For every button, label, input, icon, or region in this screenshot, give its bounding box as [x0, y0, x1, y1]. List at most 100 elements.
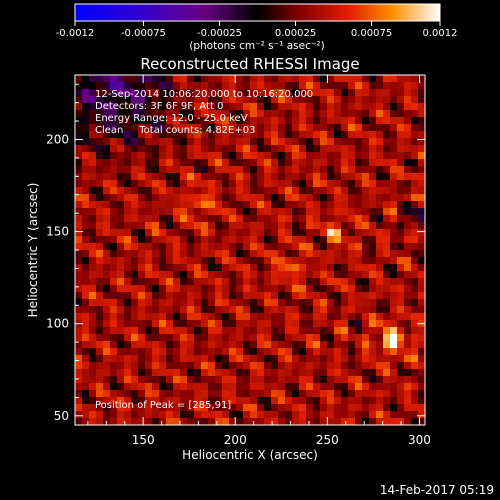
heatmap-cell	[236, 208, 244, 216]
heatmap-cell	[299, 138, 307, 146]
heatmap-cell	[236, 278, 244, 286]
heatmap-cell	[236, 411, 244, 419]
heatmap-cell	[166, 187, 174, 195]
heatmap-cell	[383, 166, 391, 174]
heatmap-cell	[124, 271, 132, 279]
heatmap-cell	[355, 348, 363, 356]
heatmap-cell	[82, 320, 90, 328]
heatmap-cell	[117, 355, 125, 363]
heatmap-cell	[103, 194, 111, 202]
heatmap-cell	[327, 355, 335, 363]
heatmap-cell	[243, 299, 251, 307]
heatmap-cell	[404, 313, 412, 321]
heatmap-cell	[362, 75, 370, 83]
heatmap-cell	[369, 320, 377, 328]
heatmap-cell	[201, 383, 209, 391]
heatmap-cell	[89, 306, 97, 314]
heatmap-cell	[271, 404, 279, 412]
heatmap-cell	[313, 117, 321, 125]
heatmap-cell	[250, 229, 258, 237]
heatmap-cell	[131, 299, 139, 307]
heatmap-cell	[348, 341, 356, 349]
heatmap-cell	[278, 278, 286, 286]
heatmap-cell	[152, 103, 160, 111]
heatmap-cell	[334, 173, 342, 181]
heatmap-cell	[89, 110, 97, 118]
heatmap-cell	[334, 397, 342, 405]
heatmap-cell	[75, 334, 83, 342]
heatmap-cell	[383, 89, 391, 97]
heatmap-cell	[264, 264, 272, 272]
heatmap-cell	[166, 397, 174, 405]
heatmap-cell	[376, 250, 384, 258]
heatmap-cell	[110, 250, 118, 258]
heatmap-cell	[117, 89, 125, 97]
heatmap-cell	[355, 103, 363, 111]
heatmap-cell	[166, 131, 174, 139]
heatmap-cell	[208, 299, 216, 307]
heatmap-cell	[145, 145, 153, 153]
heatmap-cell	[215, 124, 223, 132]
heatmap-cell	[397, 187, 405, 195]
heatmap-cell	[243, 411, 251, 419]
heatmap-cell	[285, 271, 293, 279]
heatmap-cell	[82, 89, 90, 97]
heatmap-cell	[271, 271, 279, 279]
heatmap-cell	[215, 215, 223, 223]
heatmap-cell	[271, 208, 279, 216]
heatmap-cell	[362, 215, 370, 223]
heatmap-cell	[208, 369, 216, 377]
heatmap-cell	[180, 159, 188, 167]
heatmap-cell	[411, 383, 419, 391]
heatmap-cell	[166, 306, 174, 314]
heatmap-cell	[334, 327, 342, 335]
heatmap-cell	[327, 369, 335, 377]
heatmap-cell	[96, 418, 104, 425]
heatmap-cell	[103, 243, 111, 251]
heatmap-cell	[397, 131, 405, 139]
heatmap-cell	[124, 117, 132, 125]
heatmap-cell	[152, 355, 160, 363]
heatmap-cell	[355, 411, 363, 419]
heatmap-cell	[173, 418, 181, 425]
heatmap-cell	[341, 313, 349, 321]
heatmap-cell	[257, 306, 265, 314]
heatmap-cell	[117, 208, 125, 216]
heatmap-cell	[250, 341, 258, 349]
heatmap-cell	[369, 299, 377, 307]
heatmap-cell	[208, 208, 216, 216]
heatmap-cell	[82, 159, 90, 167]
heatmap-cell	[159, 173, 167, 181]
heatmap-cell	[334, 152, 342, 160]
heatmap-cell	[313, 362, 321, 370]
heatmap-cell	[103, 131, 111, 139]
heatmap-cell	[355, 82, 363, 90]
heatmap-cell	[229, 299, 237, 307]
heatmap-cell	[327, 180, 335, 188]
heatmap-cell	[173, 229, 181, 237]
heatmap-cell	[152, 404, 160, 412]
heatmap-cell	[299, 334, 307, 342]
heatmap-cell	[376, 215, 384, 223]
heatmap-cell	[285, 376, 293, 384]
heatmap-cell	[124, 110, 132, 118]
heatmap-cell	[103, 222, 111, 230]
heatmap-cell	[418, 411, 425, 419]
heatmap-cell	[362, 110, 370, 118]
heatmap-cell	[341, 418, 349, 425]
heatmap-cell	[89, 131, 97, 139]
heatmap-cell	[110, 313, 118, 321]
heatmap-cell	[89, 222, 97, 230]
heatmap-cell	[82, 278, 90, 286]
heatmap-cell	[215, 131, 223, 139]
heatmap-cell	[82, 257, 90, 265]
heatmap-cell	[271, 187, 279, 195]
heatmap-cell	[369, 180, 377, 188]
heatmap-cell	[124, 194, 132, 202]
heatmap-cell	[75, 166, 83, 174]
heatmap-cell	[250, 96, 258, 104]
heatmap-cell	[187, 341, 195, 349]
heatmap-cell	[159, 250, 167, 258]
heatmap-cell	[166, 376, 174, 384]
heatmap-cell	[117, 327, 125, 335]
